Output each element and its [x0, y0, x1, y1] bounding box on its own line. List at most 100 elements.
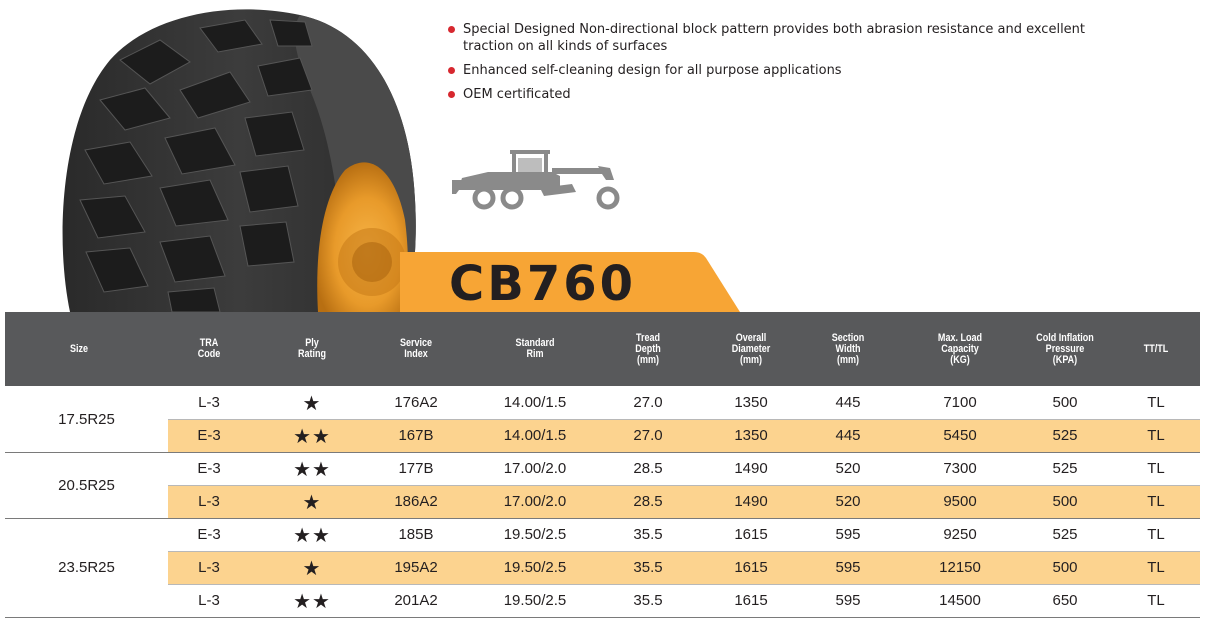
- spec-table: Size TRA Code Ply Rating Service Index S…: [5, 312, 1200, 618]
- cell-overall-diameter: 1350: [734, 394, 768, 411]
- cell-section-width: 445: [835, 394, 861, 411]
- cell-inflation-pressure: 525: [1052, 526, 1078, 543]
- header-tra-code: TRA Code: [197, 337, 221, 360]
- cell-max-load: 12150: [939, 559, 981, 576]
- feature-item: Special Designed Non-directional block p…: [447, 21, 1107, 55]
- cell-tread-depth: 35.5: [633, 592, 663, 609]
- cell-standard-rim: 17.00/2.0: [503, 493, 567, 510]
- bullet-icon: [448, 67, 455, 74]
- cell-tt-tl: TL: [1147, 526, 1165, 543]
- header-max-load: Max. Load Capacity (KG): [937, 331, 983, 366]
- cell-tt-tl: TL: [1147, 460, 1165, 477]
- cell-overall-diameter: 1615: [734, 592, 768, 609]
- cell-tread-depth: 28.5: [633, 493, 663, 510]
- cell-service-index: 195A2: [394, 559, 438, 576]
- cell-service-index: 176A2: [394, 394, 438, 411]
- header-ply-rating: Ply Rating: [297, 337, 327, 360]
- header-service-index: Service Index: [399, 337, 433, 360]
- row-divider: [168, 584, 1200, 585]
- header-tt-tl: TT/TL: [1143, 342, 1169, 355]
- cell-overall-diameter: 1490: [734, 493, 768, 510]
- cell-size: 17.5R25: [58, 410, 115, 428]
- cell-ply-rating: ★: [302, 390, 322, 415]
- cell-ply-rating: ★★: [293, 588, 331, 613]
- cell-tra-code: L-3: [198, 559, 220, 576]
- cell-service-index: 186A2: [394, 493, 438, 510]
- cell-max-load: 7300: [943, 460, 977, 477]
- tire-image: [62, 9, 416, 312]
- table-row: E-3 ★★ 167B 14.00/1.5 27.0 1350 445 5450 525 TL: [5, 419, 1200, 452]
- cell-tread-depth: 27.0: [633, 427, 663, 444]
- cell-overall-diameter: 1615: [734, 526, 768, 543]
- model-banner: [400, 252, 740, 312]
- cell-size: 20.5R25: [58, 476, 115, 494]
- cell-tra-code: L-3: [198, 394, 220, 411]
- cell-tread-depth: 28.5: [633, 460, 663, 477]
- cell-service-index: 167B: [398, 427, 434, 444]
- cell-section-width: 595: [835, 526, 861, 543]
- cell-tt-tl: TL: [1147, 592, 1165, 609]
- header-section-width: Section Width (mm): [831, 331, 865, 366]
- cell-tt-tl: TL: [1147, 493, 1165, 510]
- feature-text: Enhanced self-cleaning design for all pu…: [463, 63, 842, 78]
- cell-ply-rating: ★: [302, 489, 322, 514]
- cell-standard-rim: 17.00/2.0: [503, 460, 567, 477]
- bullet-icon: [448, 91, 455, 98]
- row-highlight: [168, 485, 1200, 518]
- cell-tread-depth: 35.5: [633, 559, 663, 576]
- motor-grader-icon: [452, 150, 620, 210]
- cell-max-load: 7100: [943, 394, 977, 411]
- cell-tt-tl: TL: [1147, 427, 1165, 444]
- model-name: CB760: [449, 256, 637, 312]
- cell-inflation-pressure: 650: [1052, 592, 1078, 609]
- cell-inflation-pressure: 525: [1052, 460, 1078, 477]
- cell-service-index: 185B: [398, 526, 434, 543]
- header-inflation-pressure: Cold Inflation Pressure (KPA): [1036, 331, 1094, 366]
- cell-inflation-pressure: 500: [1052, 559, 1078, 576]
- cell-section-width: 595: [835, 592, 861, 609]
- cell-max-load: 14500: [939, 592, 981, 609]
- group-divider: [5, 617, 1200, 618]
- table-row: L-3 ★ 195A2 19.50/2.5 35.5 1615 595 12150 500 TL: [5, 551, 1200, 584]
- row-divider: [168, 485, 1200, 486]
- cell-section-width: 520: [835, 460, 861, 477]
- cell-tra-code: L-3: [198, 493, 220, 510]
- cell-tra-code: E-3: [197, 526, 221, 543]
- cell-size: 23.5R25: [58, 559, 115, 576]
- group-divider: [5, 518, 1200, 519]
- table-row: L-3 ★★ 201A2 19.50/2.5 35.5 1615 595 14500 650 TL: [5, 584, 1200, 617]
- cell-ply-rating: ★: [302, 555, 322, 580]
- cell-service-index: 201A2: [394, 592, 438, 609]
- cell-standard-rim: 19.50/2.5: [503, 559, 567, 576]
- cell-tra-code: E-3: [197, 427, 221, 444]
- row-highlight: [168, 551, 1200, 584]
- feature-item: OEM certificated: [447, 86, 1107, 103]
- row-divider: [168, 551, 1200, 552]
- cell-section-width: 520: [835, 493, 861, 510]
- header-overall-diameter: Overall Diameter (mm): [731, 331, 771, 366]
- table-row: L-3 ★ 186A2 17.00/2.0 28.5 1490 520 9500 500 TL: [5, 485, 1200, 518]
- feature-text: OEM certificated: [463, 87, 571, 102]
- bullet-icon: [448, 26, 455, 33]
- feature-text: Special Designed Non-directional block p…: [463, 22, 1086, 54]
- cell-standard-rim: 19.50/2.5: [503, 592, 567, 609]
- cell-section-width: 445: [835, 427, 861, 444]
- cell-max-load: 9500: [943, 493, 977, 510]
- cell-tread-depth: 35.5: [633, 526, 663, 543]
- table-body: L-3 ★ 176A2 14.00/1.5 27.0 1350 445 7100 500 TL E-…: [5, 386, 1200, 618]
- cell-standard-rim: 19.50/2.5: [503, 526, 567, 543]
- table-row: E-3 ★★ 177B 17.00/2.0 28.5 1490 520 7300 525 TL: [5, 452, 1200, 485]
- cell-inflation-pressure: 500: [1052, 394, 1078, 411]
- cell-ply-rating: ★★: [293, 456, 331, 481]
- group-divider: [5, 452, 1200, 453]
- row-divider: [168, 419, 1200, 420]
- cell-standard-rim: 14.00/1.5: [503, 427, 567, 444]
- cell-tt-tl: TL: [1147, 559, 1165, 576]
- table-row: E-3 ★★ 185B 19.50/2.5 35.5 1615 595 9250 525 TL: [5, 518, 1200, 551]
- cell-overall-diameter: 1350: [734, 427, 768, 444]
- cell-tread-depth: 27.0: [633, 394, 663, 411]
- cell-ply-rating: ★★: [293, 423, 331, 448]
- cell-inflation-pressure: 500: [1052, 493, 1078, 510]
- cell-overall-diameter: 1490: [734, 460, 768, 477]
- cell-tra-code: L-3: [198, 592, 220, 609]
